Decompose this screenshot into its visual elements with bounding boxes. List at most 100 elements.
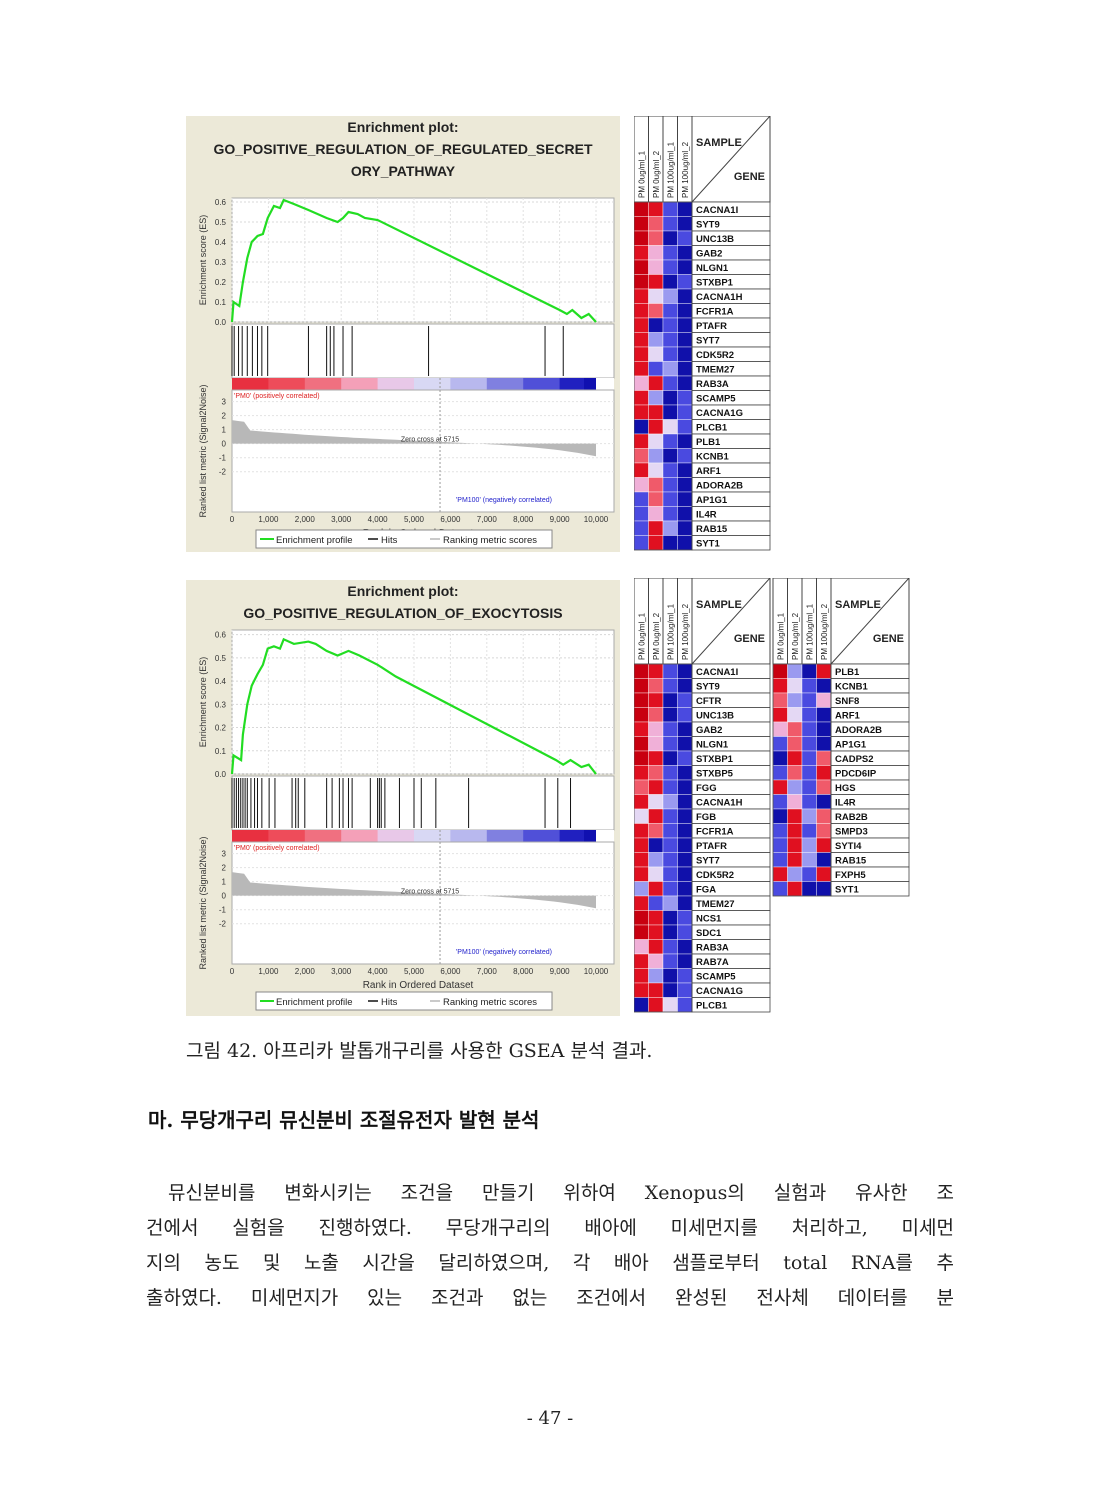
heatmap-cell: [662, 216, 678, 232]
heatmap-cell: [677, 895, 693, 911]
heatmap-cell: [634, 477, 649, 493]
heatmap-gene-header: GENE: [734, 171, 765, 183]
paragraph-line: 건에서 실험을 진행하였다. 무당개구리의 배아에 미세먼지를 처리하고, 미세…: [146, 1217, 954, 1239]
heatmap-cell: [648, 852, 664, 868]
heatmap-cell: [662, 750, 678, 766]
heatmap-cell: [662, 692, 678, 708]
heatmap-cell: [662, 506, 678, 522]
heatmap-cell: [677, 462, 693, 478]
heatmap-cell: [662, 259, 678, 275]
heatmap-1: PM 0ug/ml_1 PM 0ug/ml_2 PM 100ug/ml_1 PM 10…: [634, 116, 776, 552]
heatmap-gene-label: SYT9: [696, 682, 720, 693]
heatmap-sample-header: SAMPLE: [696, 137, 742, 149]
heatmap-cell: [662, 924, 678, 940]
heatmap-cell: [634, 765, 649, 781]
heatmap-cell: [787, 823, 803, 839]
heatmap-cell: [662, 230, 678, 246]
heatmap-cell: [648, 895, 664, 911]
heatmap-cell: [634, 750, 649, 766]
heatmap-cell: [662, 765, 678, 781]
ranking-color-segment: [377, 378, 415, 390]
heatmap-sample-label: PM 100ug/ml_2: [681, 141, 690, 198]
heatmap-cell: [772, 750, 788, 766]
heatmap-cell: [634, 535, 649, 551]
heatmap-cell: [772, 707, 788, 723]
heatmap-cell: [662, 910, 678, 926]
heatmap-cell: [677, 520, 693, 536]
ranking-color-segment: [523, 830, 561, 842]
heatmap-gene-label: SNF8: [835, 696, 859, 707]
heatmap-cell: [648, 506, 664, 522]
heatmap-gene-label: SCAMP5: [696, 972, 736, 983]
heatmap-cell: [634, 506, 649, 522]
heatmap-cell: [648, 953, 664, 969]
heatmap-cell: [648, 765, 664, 781]
plot-title-line: GO_POSITIVE_REGULATION_OF_REGULATED_SECR…: [213, 141, 593, 157]
heatmap-cell: [648, 462, 664, 478]
heatmap-cell: [662, 953, 678, 969]
es-tick-label: 0.4: [215, 238, 227, 247]
legend-label-ranking: Ranking metric scores: [443, 997, 537, 1008]
heatmap-gene-label: PLB1: [835, 667, 860, 678]
heatmap-cell: [801, 721, 817, 737]
rank-tick-label: 1: [222, 426, 227, 435]
heatmap-gene-label: GAB2: [696, 725, 722, 736]
heatmap-cell: [787, 721, 803, 737]
heatmap-sample-label: PM 100ug/ml_2: [681, 603, 690, 660]
heatmap-cell: [787, 678, 803, 694]
heatmap-sample-label: PM 0ug/ml_1: [637, 150, 646, 198]
heatmap-cell: [662, 895, 678, 911]
heatmap-sample-label: PM 0ug/ml_1: [637, 612, 646, 660]
heatmap-cell: [677, 808, 693, 824]
heatmap-gene-label: AP1G1: [696, 495, 728, 506]
heatmap-cell: [648, 245, 664, 261]
heatmap-cell: [662, 997, 678, 1013]
heatmap-gene-label: CACNA1H: [696, 292, 743, 303]
heatmap-gene-label: CACNA1I: [696, 667, 738, 678]
heatmap-cell: [662, 346, 678, 362]
heatmap-cell: [772, 736, 788, 752]
heatmap-cell: [648, 678, 664, 694]
heatmap-cell: [787, 779, 803, 795]
heatmap-cell: [677, 419, 693, 435]
legend-label-ranking: Ranking metric scores: [443, 535, 537, 546]
heatmap-cell: [634, 201, 649, 217]
x-tick-label: 7,000: [477, 967, 498, 976]
x-tick-label: 2,000: [295, 967, 316, 976]
heatmap-gene-label: TMEM27: [696, 899, 735, 910]
heatmap-gene-label: CDK5R2: [696, 350, 734, 361]
heatmap-cell: [677, 375, 693, 391]
heatmap-cell: [634, 230, 649, 246]
heatmap-cell: [648, 750, 664, 766]
heatmap-cell: [772, 808, 788, 824]
heatmap-2-svg: PM 0ug/ml_1 PM 0ug/ml_2 PM 100ug/ml_1 PM 10…: [634, 578, 910, 1013]
ranking-color-segment: [232, 378, 269, 390]
paragraph-line: 지의 농도 및 노출 시간을 달리하였으며, 각 배아 샘플로부터 total …: [146, 1252, 954, 1274]
heatmap-gene-label: IL4R: [696, 510, 717, 521]
heatmap-cell: [677, 230, 693, 246]
heatmap-cell: [662, 794, 678, 810]
heatmap-cell: [816, 823, 832, 839]
heatmap-gene-label: PLCB1: [696, 423, 728, 434]
heatmap-cell: [662, 245, 678, 261]
heatmap-grid-border: [772, 663, 832, 897]
heatmap-cell: [787, 837, 803, 853]
hits-area: [231, 323, 615, 379]
es-y-axis-label: Enrichment score (ES): [198, 657, 208, 748]
heatmap-cell: [662, 448, 678, 464]
x-tick-label: 4,000: [368, 515, 389, 524]
ranking-color-segment: [450, 830, 488, 842]
rank-tick-label: 2: [222, 412, 227, 421]
es-tick-label: 0.2: [215, 724, 227, 733]
heatmap-cell: [677, 997, 693, 1013]
heatmap-cell: [677, 953, 693, 969]
heatmap-cell: [634, 678, 649, 694]
heatmap-cell: [801, 750, 817, 766]
heatmap-cell: [662, 721, 678, 737]
heatmap-cell: [801, 823, 817, 839]
heatmap-cell: [801, 866, 817, 882]
heatmap-cell: [677, 924, 693, 940]
ranking-color-segment: [523, 378, 561, 390]
heatmap-cell: [662, 288, 678, 304]
heatmap-cell: [801, 692, 817, 708]
